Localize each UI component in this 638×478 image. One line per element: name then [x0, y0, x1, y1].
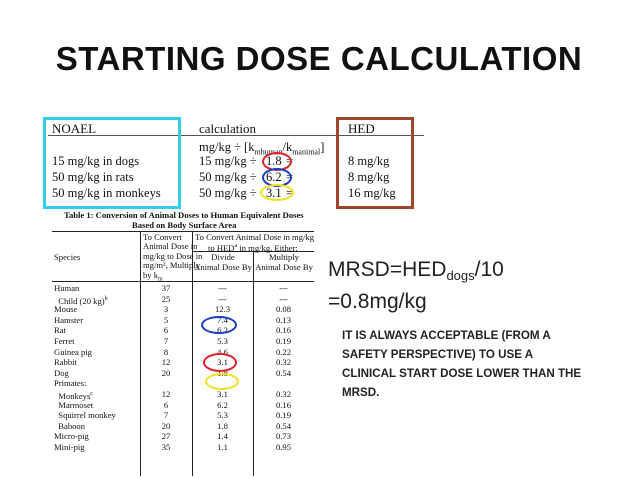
k-cell: 20	[161, 367, 171, 378]
species-cell: Mouse	[54, 304, 78, 315]
species-cell: Hamster	[54, 314, 84, 325]
k-cell: 35	[161, 442, 171, 452]
mrsd-line2: =0.8mg/kg	[328, 290, 427, 313]
blue-table-oval	[201, 316, 237, 334]
k-cell: 7	[163, 410, 169, 421]
header-k-line: mg/m², Multiply	[143, 260, 201, 270]
mrsd-formula: MRSD=HEDdogs/10 =0.8mg/kg	[328, 257, 504, 315]
divide-cell: 6.2	[217, 399, 228, 410]
multiply-cell: ---	[279, 283, 288, 293]
yellow-highlight-oval	[260, 184, 294, 201]
header-calculation: calculation	[199, 121, 257, 136]
divide-cell: ---	[218, 293, 227, 304]
divide-cell: 1.1	[217, 442, 228, 452]
safety-note: IT IS ALWAYS ACCEPTABLE (FROM A SAFETY P…	[342, 329, 582, 399]
hed-rats: 8 mg/kg	[348, 170, 390, 184]
multiply-cell: 0.16	[275, 325, 292, 336]
noael-highlight-box	[43, 117, 181, 209]
multiply-cell: 0.32	[275, 357, 292, 368]
k-cell: 27	[161, 431, 171, 442]
species-cell: Rat	[54, 325, 66, 336]
noael-rats: 50 mg/kg in rats	[52, 170, 134, 184]
header-rule	[48, 135, 424, 136]
conversion-table: Table 1: Conversion of Animal Doses to H…	[52, 208, 314, 476]
k-cell: 6	[163, 399, 169, 410]
hed-highlight-box	[336, 117, 414, 209]
calc-dogs-prefix: 15 mg/kg ÷	[199, 154, 257, 168]
species-cell: Guinea pig	[54, 346, 92, 357]
header-k-line: To Convert	[143, 232, 182, 242]
k-cell: 6	[163, 325, 169, 336]
header-group-line1: To Convert Animal Dose in mg/kg	[195, 232, 314, 242]
k-cell: 37	[161, 283, 171, 293]
multiply-cell: 0.54	[275, 420, 292, 431]
divide-cell: 3.1	[217, 389, 228, 399]
k-cell: 12	[161, 389, 171, 399]
multiply-cell: 0.19	[275, 410, 292, 421]
formula-text: mg/kg ÷ [kmhuman/kmanimal]	[199, 140, 325, 157]
species-cell: Primates:	[54, 378, 87, 389]
noael-monkeys: 50 mg/kg in monkeys	[52, 186, 161, 200]
multiply-cell: 0.16	[275, 399, 292, 410]
header-hed: HED	[348, 121, 375, 136]
calc-monkeys-prefix: 50 mg/kg ÷	[199, 186, 257, 200]
species-cell: Marmoset	[54, 399, 94, 410]
species-cell: Micro-pig	[54, 431, 89, 442]
yellow-table-oval	[205, 373, 239, 390]
header-multiply: Multiply	[268, 252, 300, 262]
k-cell: 8	[163, 346, 169, 357]
divide-cell: 12.3	[214, 304, 231, 315]
k-cell: 25	[161, 293, 171, 304]
hed-dogs: 8 mg/kg	[348, 154, 390, 168]
divide-cell: 5.3	[217, 336, 228, 346]
species-cell: Human	[54, 283, 80, 293]
multiply-cell: 0.13	[275, 314, 292, 325]
hed-monkeys: 16 mg/kg	[348, 186, 396, 200]
header-k-line: Animal Dose in	[143, 241, 198, 251]
multiply-cell: 0.08	[275, 304, 292, 315]
header-k-line: by km	[143, 270, 163, 283]
species-cell: Mini-pig	[54, 442, 85, 452]
k-cell: 7	[163, 336, 169, 346]
header-multiply: Animal Dose By	[255, 262, 313, 272]
multiply-cell: 0.32	[275, 389, 292, 399]
species-cell: Dog	[54, 367, 69, 378]
red-table-oval	[203, 353, 237, 372]
multiply-cell: 0.95	[275, 442, 292, 452]
multiply-cell: 0.19	[275, 336, 292, 346]
multiply-cell: 0.54	[275, 367, 292, 378]
table-title-line2: Based on Body Surface Area	[132, 220, 237, 230]
species-cell: Rabbit	[54, 357, 77, 368]
calc-rats-prefix: 50 mg/kg ÷	[199, 170, 257, 184]
species-cell: Child (20 kg)b	[54, 295, 108, 306]
divide-cell: 1.4	[217, 431, 228, 442]
k-cell: 12	[161, 357, 171, 368]
species-cell: Monkeysc	[54, 390, 93, 401]
multiply-cell: ---	[279, 293, 288, 304]
divide-cell: 1.8	[217, 367, 228, 378]
k-cell: 20	[161, 420, 171, 431]
header-species: Species	[54, 252, 81, 262]
divide-cell: 4.6	[217, 346, 228, 357]
k-cell: 5	[163, 314, 169, 325]
noael-dogs: 15 mg/kg in dogs	[52, 154, 140, 168]
species-cell: Baboon	[54, 420, 86, 431]
page-title: STARTING DOSE CALCULATION	[55, 40, 583, 77]
species-cell: Squirrel monkey	[54, 410, 116, 421]
divide-cell: ---	[218, 283, 227, 293]
multiply-cell: 0.73	[275, 431, 292, 442]
header-group-line2: to HEDa in mg/kg, Either:	[208, 242, 298, 253]
header-divide: Animal Dose By	[194, 262, 252, 272]
header-divide: Divide	[211, 252, 235, 262]
header-noael: NOAEL	[52, 121, 97, 136]
mrsd-line1: MRSD=HEDdogs/10	[328, 258, 504, 283]
multiply-cell: 0.22	[275, 346, 292, 357]
table-title-line1: Table 1: Conversion of Animal Doses to H…	[64, 210, 304, 220]
header-k-line: mg/kg to Dose in	[143, 251, 203, 261]
species-cell: Ferret	[54, 336, 75, 346]
k-cell: 3	[163, 304, 169, 315]
divide-cell: 5.3	[217, 410, 228, 421]
divide-cell: 1.8	[217, 420, 228, 431]
